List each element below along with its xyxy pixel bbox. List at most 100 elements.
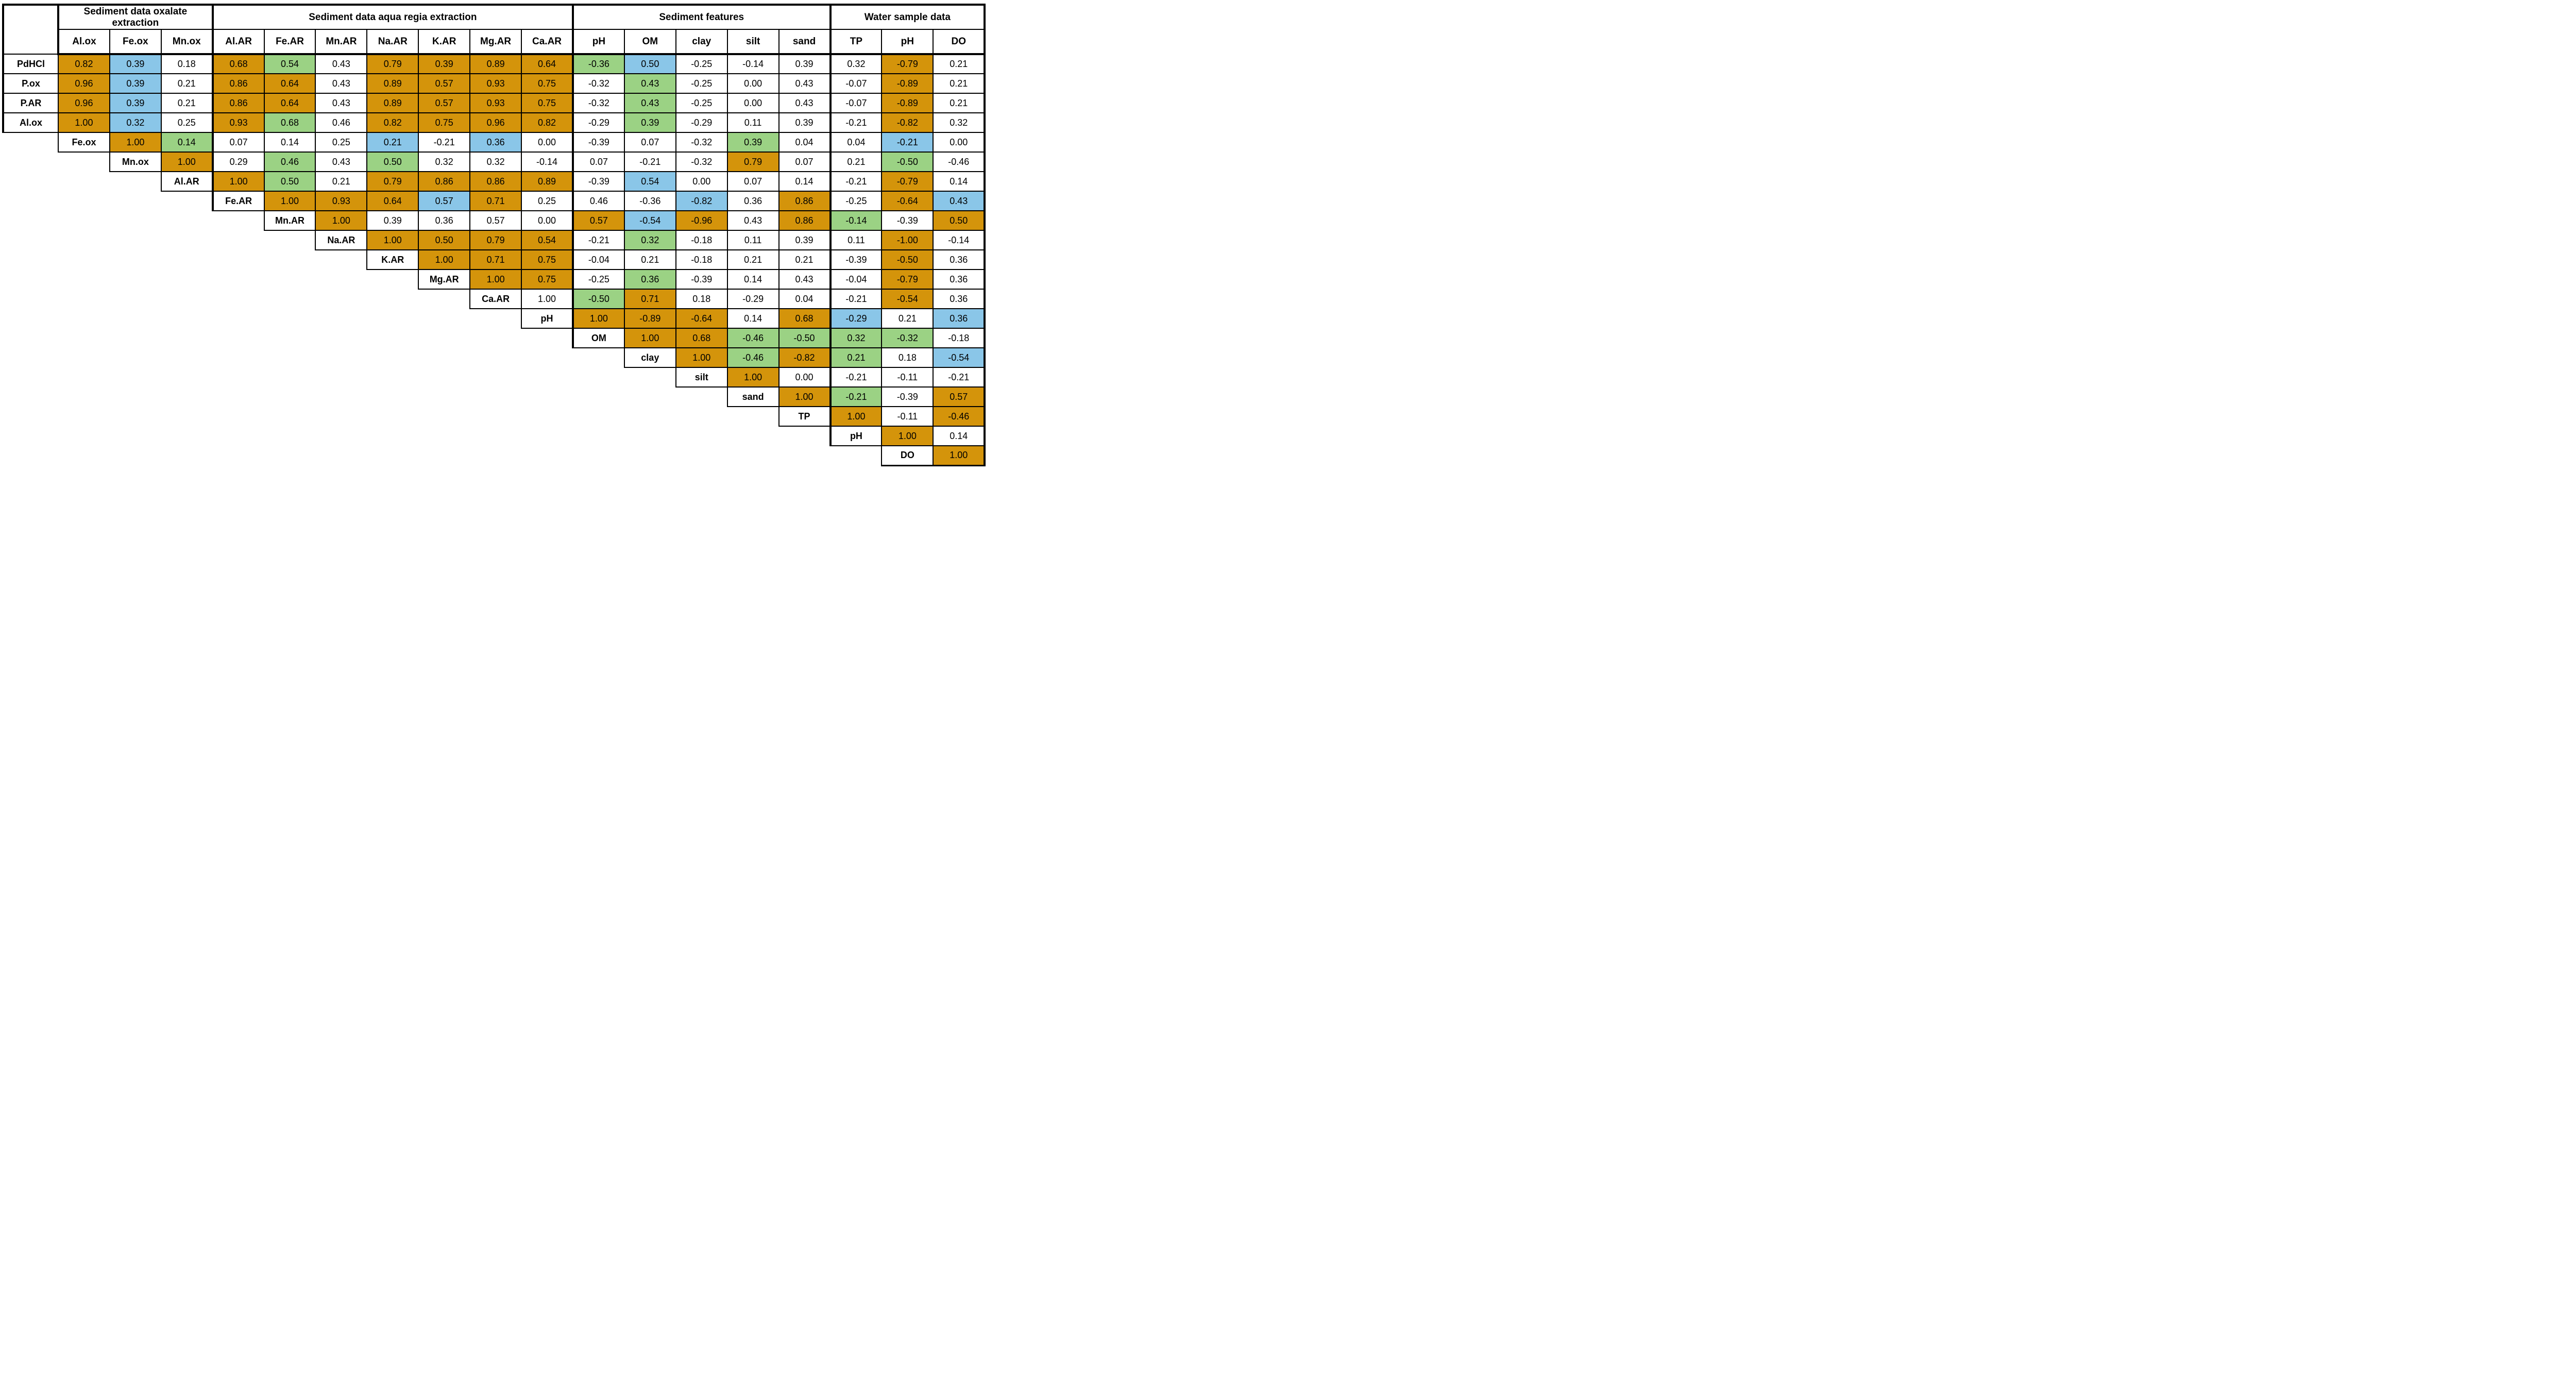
table-row: TP 1.00 -0.11 -0.46	[3, 406, 986, 427]
table-row: Fe.ox 1.00 0.14 0.07 0.14 0.25 0.21 -0.21 0.36 0.…	[3, 132, 986, 153]
matrix-cell: -0.36	[571, 54, 625, 74]
matrix-cell: 0.07	[778, 152, 831, 172]
corner-cell	[2, 4, 59, 55]
matrix-cell: -0.29	[571, 112, 625, 133]
matrix-cell: -0.14	[829, 210, 883, 231]
table-row: pH 1.00 0.14	[3, 426, 986, 446]
row-label: Ca.AR	[469, 289, 522, 309]
row-label: Mg.AR	[418, 269, 471, 290]
matrix-cell: 0.39	[726, 132, 779, 153]
column-header: pH	[881, 29, 934, 55]
matrix-cell: 0.96	[58, 73, 110, 94]
matrix-cell: 1.00	[160, 152, 213, 172]
matrix-cell: 0.00	[933, 132, 986, 153]
matrix-cell: -0.79	[881, 171, 934, 192]
table-row: pH 1.00 -0.89 -0.64 0.14 0.68 -0.29 0.21 0.36	[3, 308, 986, 329]
matrix-cell: -0.21	[571, 230, 625, 250]
row-label: P.AR	[2, 93, 59, 113]
matrix-cell: -0.82	[675, 191, 728, 211]
matrix-cell: -0.29	[829, 308, 883, 329]
column-group-header: Sediment data oxalate extraction	[57, 4, 213, 30]
matrix-cell: 0.00	[726, 73, 779, 94]
matrix-cell: 1.00	[469, 269, 522, 290]
matrix-cell: 1.00	[109, 132, 162, 153]
matrix-cell: 1.00	[521, 289, 573, 309]
matrix-cell: 0.14	[726, 269, 779, 290]
matrix-cell: -0.50	[571, 289, 625, 309]
matrix-cell: 0.89	[366, 93, 419, 113]
matrix-cell: 0.64	[521, 54, 573, 74]
empty-region	[3, 132, 58, 152]
matrix-cell: 1.00	[418, 249, 471, 270]
matrix-cell: 0.39	[778, 230, 831, 250]
matrix-cell: -0.29	[675, 112, 728, 133]
matrix-cell: -0.54	[881, 289, 934, 309]
matrix-cell: 0.36	[469, 132, 522, 153]
matrix-cell: 0.43	[778, 73, 831, 94]
matrix-cell: 0.21	[160, 73, 213, 94]
column-group-header: Water sample data	[829, 4, 986, 30]
matrix-cell: 0.68	[778, 308, 831, 329]
matrix-cell: 0.11	[726, 112, 779, 133]
matrix-cell: 0.36	[623, 269, 676, 290]
matrix-cell: -0.21	[829, 112, 883, 133]
matrix-cell: 0.32	[829, 328, 883, 348]
matrix-cell: 0.57	[418, 191, 471, 211]
matrix-cell: 0.89	[469, 54, 522, 74]
matrix-cell: -0.54	[933, 347, 986, 368]
matrix-cell: 1.00	[58, 112, 110, 133]
matrix-cell: 0.89	[521, 171, 573, 192]
matrix-cell: -0.39	[675, 269, 728, 290]
column-group-header: Sediment data aqua regia extraction	[211, 4, 573, 30]
empty-region	[3, 367, 676, 387]
column-header: Al.ox	[57, 29, 110, 55]
table-row: K.AR 1.00 0.71 0.75 -0.04 0.21 -0.18 0.21 0.21 -0…	[3, 249, 986, 270]
table-row: sand 1.00 -0.21 -0.39 0.57	[3, 386, 986, 407]
column-header: Al.AR	[211, 29, 265, 55]
matrix-cell: -0.32	[675, 152, 728, 172]
matrix-cell: 0.39	[418, 54, 471, 74]
row-label: pH	[521, 308, 573, 329]
table-row: Mn.ox 1.00 0.29 0.46 0.43 0.50 0.32 0.32 -0.14 0.…	[3, 152, 986, 172]
matrix-cell: -0.25	[675, 54, 728, 74]
matrix-cell: -0.32	[675, 132, 728, 153]
empty-region	[3, 309, 522, 328]
matrix-cell: 0.21	[366, 132, 419, 153]
matrix-cell: 0.14	[933, 426, 986, 446]
matrix-cell: 0.32	[469, 152, 522, 172]
matrix-cell: -0.21	[829, 386, 883, 407]
matrix-cell: 0.29	[211, 152, 265, 172]
matrix-cell: 0.79	[366, 171, 419, 192]
matrix-cell: 0.25	[160, 112, 213, 133]
matrix-cell: 0.79	[366, 54, 419, 74]
matrix-cell: 0.21	[778, 249, 831, 270]
matrix-cell: -0.46	[933, 152, 986, 172]
row-label: PdHCl	[2, 54, 59, 74]
row-label: OM	[571, 328, 625, 348]
matrix-cell: -0.18	[675, 249, 728, 270]
matrix-cell: -0.50	[778, 328, 831, 348]
matrix-cell: 0.39	[109, 54, 162, 74]
column-header: Ca.AR	[521, 29, 573, 55]
matrix-cell: 0.00	[521, 210, 573, 231]
matrix-cell: 0.39	[109, 93, 162, 113]
matrix-cell: 1.00	[623, 328, 676, 348]
matrix-cell: 0.79	[726, 152, 779, 172]
matrix-cell: 0.68	[263, 112, 316, 133]
matrix-cell: 1.00	[675, 347, 728, 368]
matrix-cell: -0.46	[726, 347, 779, 368]
table-row: P.ox 0.96 0.39 0.21 0.86 0.64 0.43 0.89 0.57 0.93…	[2, 73, 986, 94]
matrix-cell: 0.75	[521, 73, 573, 94]
matrix-cell: 0.68	[211, 54, 265, 74]
column-header: OM	[623, 29, 676, 55]
column-header: Mn.AR	[315, 29, 368, 55]
matrix-cell: 0.43	[315, 152, 368, 172]
matrix-cell: 1.00	[881, 426, 934, 446]
matrix-cell: 0.82	[58, 54, 110, 74]
matrix-cell: 1.00	[263, 191, 316, 211]
table-row: Ca.AR 1.00 -0.50 0.71 0.18 -0.29 0.04 -0.21 -0.5…	[3, 289, 986, 309]
matrix-cell: 0.57	[933, 386, 986, 407]
row-label: P.ox	[2, 73, 59, 94]
matrix-cell: -0.36	[623, 191, 676, 211]
matrix-cell: 0.36	[933, 269, 986, 290]
